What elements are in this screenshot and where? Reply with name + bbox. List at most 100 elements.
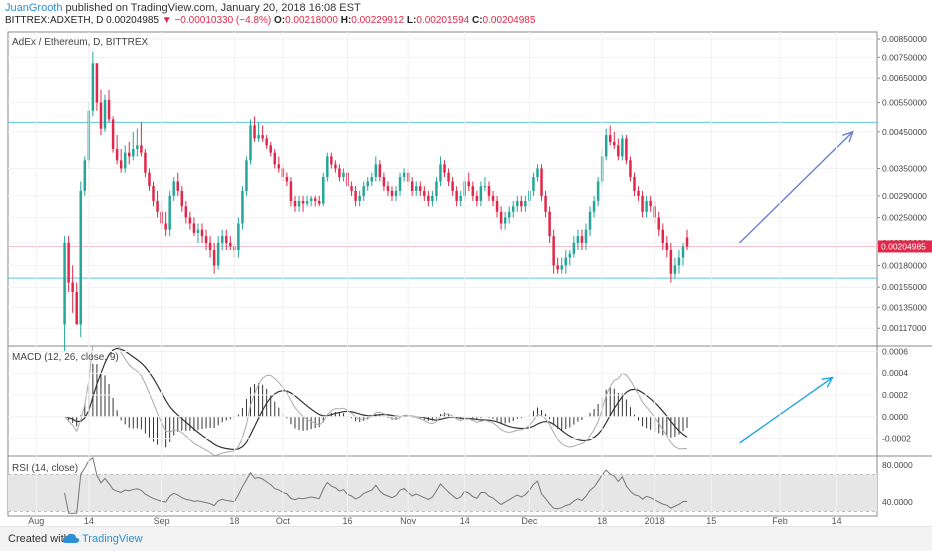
x-tick-label: 14 [832, 516, 842, 526]
candle-body [374, 164, 378, 178]
candle-body [673, 265, 677, 274]
candle-body [503, 217, 507, 224]
price-tick-label: 0.00250000 [882, 213, 927, 223]
price-tick-label: 0.00135000 [882, 302, 927, 312]
candle-body [79, 190, 83, 325]
candle-body [443, 164, 446, 173]
candle-body [265, 138, 268, 146]
candle-body [592, 200, 596, 212]
x-tick-label: 18 [597, 516, 607, 526]
footer-bar: Created with TradingView [0, 526, 932, 551]
candle-body [200, 229, 204, 237]
candle-body [382, 177, 386, 187]
candle-body [649, 200, 652, 207]
price-tick-label: 0.00117000 [882, 323, 927, 333]
candle-body [273, 152, 277, 165]
candle-body [467, 181, 471, 187]
candle-body [394, 190, 398, 196]
candle-body [285, 177, 289, 182]
price-tick-label: 0.00450000 [882, 127, 927, 137]
candle-body [621, 138, 624, 157]
candle-body [334, 164, 337, 169]
macd-signal-line [64, 347, 688, 451]
price-tick-label: 0.00850000 [882, 34, 927, 44]
price-tick-label: 0.00290000 [882, 191, 927, 201]
candle-body [293, 200, 297, 207]
candle-body [91, 63, 95, 111]
candle-body [455, 190, 458, 201]
publish-info: JuanGrooth published on TradingView.com,… [5, 2, 361, 14]
candle-body [576, 236, 580, 243]
candle-body [410, 181, 414, 191]
tradingview-brand[interactable]: TradingView [82, 533, 143, 545]
author-name[interactable]: JuanGrooth [5, 2, 63, 14]
candle-body [681, 246, 685, 258]
price-projection-arrow-head [842, 130, 854, 143]
candle-body [237, 223, 240, 251]
candle-body [645, 200, 648, 212]
candle-body [475, 195, 479, 201]
macd-tick-label: 0.0004 [882, 368, 908, 378]
candle-body [107, 99, 111, 120]
chart-border [7, 31, 878, 517]
candle-body [309, 198, 313, 201]
rsi-line [64, 457, 688, 514]
candle-body [560, 265, 563, 270]
candle-body [128, 152, 131, 157]
last-price: 0.00204985 [106, 15, 159, 26]
macd-line [64, 346, 688, 456]
high-label: H: [340, 15, 352, 26]
candle-body [604, 135, 608, 157]
price-tick-label: 0.00650000 [882, 73, 927, 83]
macd-tick-label: 0.0006 [882, 346, 908, 356]
candle-body [289, 181, 293, 201]
x-tick-label: 14 [460, 516, 470, 526]
created-with-text: Created with [8, 533, 70, 545]
candle-body [322, 177, 325, 204]
low-value: 0.00201594 [416, 15, 470, 26]
candle-body [245, 160, 248, 191]
candle-body [608, 135, 612, 142]
candle-body [556, 265, 559, 270]
candle-body [439, 164, 442, 182]
candle-body [277, 164, 281, 169]
candle-body [435, 181, 438, 196]
candle-body [326, 156, 329, 178]
candle-body [459, 195, 462, 201]
candle-body [136, 145, 139, 149]
candle-body [140, 145, 143, 153]
candle-body [301, 200, 305, 204]
candle-body [483, 186, 487, 188]
candle-body [225, 236, 228, 243]
candle-body [471, 186, 475, 196]
x-tick-label: Oct [276, 516, 291, 526]
x-tick-label: 16 [343, 516, 353, 526]
candle-body [495, 200, 499, 212]
candle-body [657, 217, 660, 230]
candle-body [451, 181, 454, 191]
candle-body [414, 186, 418, 191]
candle-body [584, 229, 588, 243]
ohlc-legend: BITTREX:ADXETH, D 0.00204985 ▼ −0.000103… [5, 15, 535, 26]
candle-body [520, 200, 523, 207]
candle-body [67, 242, 70, 283]
x-tick-label: Aug [28, 516, 44, 526]
price-tick-label: 0.00180000 [882, 260, 927, 270]
candle-body [297, 200, 301, 207]
candle-body [358, 195, 361, 201]
candle-body [423, 190, 426, 196]
candle-body [398, 177, 402, 191]
candle-body [71, 282, 74, 292]
candle-body [633, 177, 636, 191]
candle-body [168, 195, 171, 230]
rsi-tick-label: 40.0000 [882, 497, 913, 507]
macd-projection-arrow [739, 377, 833, 444]
candle-body [536, 168, 539, 178]
price-tick-label: 0.00350000 [882, 163, 927, 173]
open-label: O: [273, 15, 286, 26]
candle-body [330, 156, 333, 165]
candle-body [487, 186, 491, 196]
candle-body [641, 195, 644, 212]
candle-body [172, 181, 175, 196]
